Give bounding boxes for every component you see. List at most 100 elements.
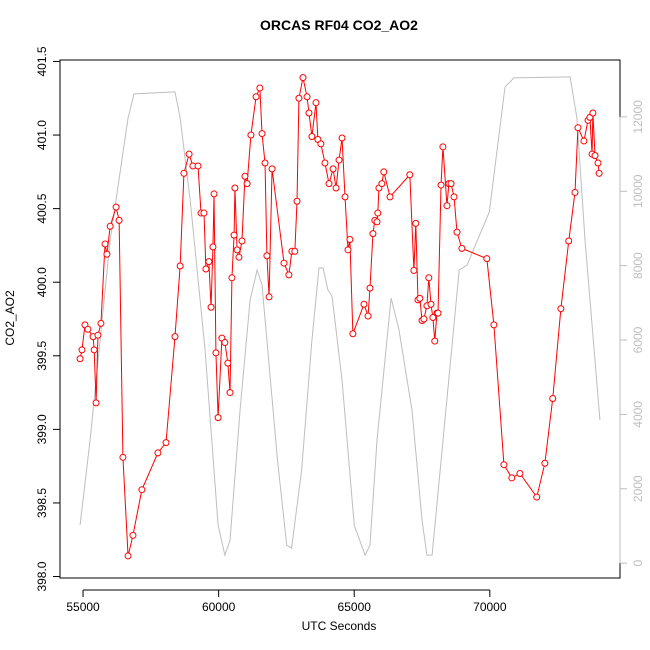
y2-tick-label: 2000 (631, 475, 645, 502)
data-point (437, 181, 445, 189)
y-tick-label: 398.5 (35, 488, 49, 518)
data-point (280, 259, 288, 267)
data-point (176, 262, 184, 270)
y2-tick-label: 10000 (631, 174, 645, 208)
data-point (205, 258, 213, 266)
data-point (241, 172, 249, 180)
data-point (565, 237, 573, 245)
data-point (256, 84, 264, 92)
data-point (252, 93, 260, 101)
data-point (321, 159, 329, 167)
data-point (268, 165, 276, 173)
data-point (76, 355, 84, 363)
data-point (90, 346, 98, 354)
data-point (212, 349, 220, 357)
data-point (209, 243, 217, 251)
x-tick-label: 70000 (473, 600, 507, 614)
y2-tick-label: 0 (631, 559, 645, 566)
data-point (103, 250, 111, 258)
series-line (79, 77, 600, 557)
data-point (285, 271, 293, 279)
x-tick-label: 65000 (338, 600, 372, 614)
data-point (412, 219, 420, 227)
data-point (386, 193, 394, 201)
data-point (420, 315, 428, 323)
data-point (92, 399, 100, 407)
data-point (349, 330, 357, 338)
data-point (429, 314, 437, 322)
data-point (124, 552, 132, 560)
data-point (106, 222, 114, 230)
y2-tick-label: 12000 (631, 100, 645, 134)
y-tick-label: 399.0 (35, 414, 49, 444)
data-point (235, 253, 243, 261)
data-point (119, 453, 127, 461)
data-point (171, 333, 179, 341)
data-point (571, 188, 579, 196)
data-point (293, 197, 301, 205)
data-point (341, 193, 349, 201)
data-point (574, 124, 582, 132)
data-point (138, 486, 146, 494)
data-point (210, 190, 218, 198)
data-point (508, 474, 516, 482)
data-point (595, 169, 603, 177)
data-point (335, 156, 343, 164)
data-point (516, 470, 524, 478)
data-point (214, 414, 222, 422)
data-point (549, 394, 557, 402)
data-point (243, 180, 251, 188)
data-point (427, 300, 435, 308)
data-point (458, 244, 466, 252)
data-point (425, 274, 433, 282)
data-point (224, 359, 232, 367)
data-point (580, 137, 588, 145)
data-point (202, 265, 210, 273)
data-point (194, 162, 202, 170)
x-tick-label: 55000 (66, 600, 100, 614)
data-point (500, 461, 508, 469)
data-point (594, 159, 602, 167)
data-point (84, 325, 92, 333)
x-axis-label: UTC Seconds (302, 619, 377, 633)
y-tick-label: 400.5 (35, 193, 49, 223)
data-point (410, 266, 418, 274)
data-point (129, 531, 137, 539)
y-tick-label: 398.0 (35, 561, 49, 591)
data-point (364, 312, 372, 320)
data-point (360, 300, 368, 308)
data-point (338, 134, 346, 142)
data-point (329, 165, 337, 173)
data-point (291, 247, 299, 255)
data-point (295, 94, 303, 102)
data-point (589, 109, 597, 117)
data-point (247, 131, 255, 139)
data-point (112, 203, 120, 211)
data-point (101, 240, 109, 248)
y-tick-label: 401.0 (35, 120, 49, 150)
data-point (416, 294, 424, 302)
y-axis-label: CO2_AO2 (3, 290, 17, 346)
data-point (162, 439, 170, 447)
x-tick-label: 60000 (202, 600, 236, 614)
data-point (380, 168, 388, 176)
chart-title: ORCAS RF04 CO2_AO2 (260, 17, 418, 33)
y2-tick-label: 6000 (631, 326, 645, 353)
data-point (200, 209, 208, 217)
data-point (299, 74, 307, 82)
data-point (154, 449, 162, 457)
data-point (308, 133, 316, 141)
data-point (180, 169, 188, 177)
data-point (115, 216, 123, 224)
data-point (378, 180, 386, 188)
data-point (431, 337, 439, 345)
y2-tick-label: 4000 (631, 401, 645, 428)
data-point (325, 180, 333, 188)
data-point (373, 218, 381, 226)
data-point (374, 209, 382, 217)
data-point (533, 493, 541, 501)
data-point (591, 152, 599, 160)
data-point (557, 305, 565, 313)
data-point (490, 321, 498, 329)
